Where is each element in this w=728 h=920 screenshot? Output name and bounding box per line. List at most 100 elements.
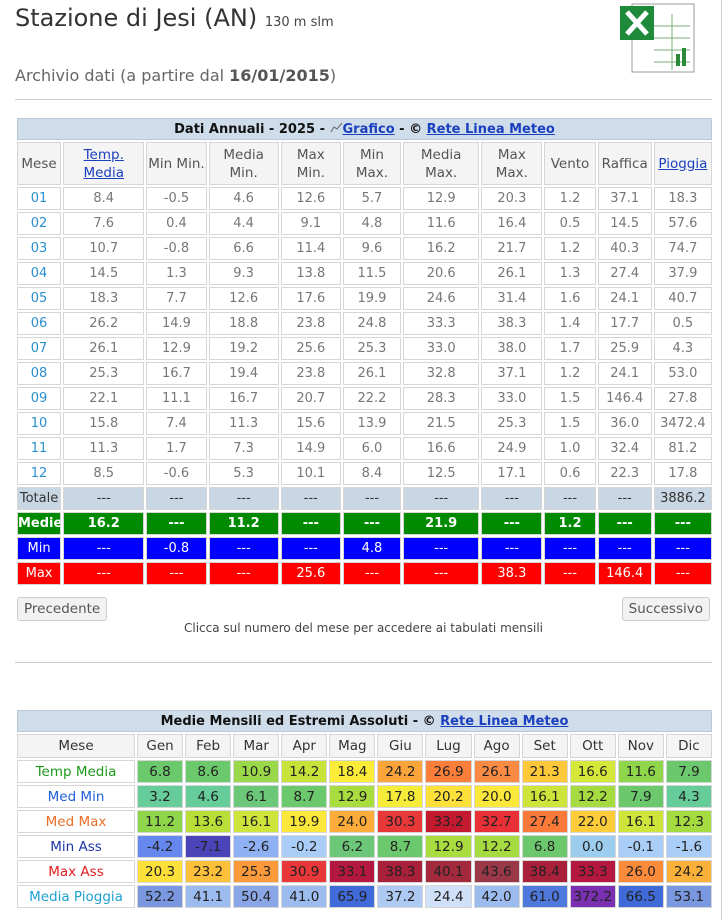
month-link[interactable]: 08 bbox=[17, 362, 62, 385]
month-link[interactable]: 02 bbox=[17, 212, 62, 235]
excel-icon[interactable] bbox=[618, 0, 698, 76]
column-header: Ott bbox=[569, 734, 616, 758]
cell: 38.3 bbox=[377, 860, 424, 883]
column-header-link[interactable]: Pioggia bbox=[658, 155, 708, 172]
cell: 24.1 bbox=[597, 362, 652, 385]
cell: 20.6 bbox=[403, 262, 480, 285]
header-row: Mese Temp. Media Min Min. Media Min. Max Min… bbox=[17, 142, 712, 185]
column-header: Gen bbox=[137, 734, 184, 758]
column-header: Giu bbox=[377, 734, 424, 758]
cell: 24.9 bbox=[481, 437, 543, 460]
month-link[interactable]: 04 bbox=[17, 262, 62, 285]
cell: --- bbox=[653, 537, 712, 560]
month-link[interactable]: 01 bbox=[17, 187, 62, 210]
month-link[interactable]: 07 bbox=[17, 337, 62, 360]
cell: 9.6 bbox=[342, 237, 402, 260]
month-link[interactable]: 09 bbox=[17, 387, 62, 410]
cell: --- bbox=[544, 487, 596, 510]
cell: -0.1 bbox=[617, 835, 664, 858]
month-row: 03 10.7 -0.8 6.6 11.4 9.6 16.2 21.7 1.2 40.3 74.7 bbox=[17, 237, 712, 260]
cell: 65.9 bbox=[329, 885, 376, 908]
cell: 1.3 bbox=[544, 262, 596, 285]
cell: 1.3 bbox=[146, 262, 207, 285]
month-link[interactable]: 06 bbox=[17, 312, 62, 335]
summary-row: Min --- -0.8 --- --- 4.8 --- --- --- --- --- bbox=[17, 537, 712, 560]
cell: 0.5 bbox=[544, 212, 596, 235]
column-header: Lug bbox=[425, 734, 472, 758]
row-label: Min Ass bbox=[17, 835, 135, 858]
column-header: Max Min. bbox=[280, 142, 341, 185]
cell: 1.6 bbox=[544, 287, 596, 310]
column-header: Media Min. bbox=[208, 142, 279, 185]
cell: 43.6 bbox=[473, 860, 520, 883]
cell: 1.2 bbox=[544, 187, 596, 210]
chart-link[interactable]: Grafico bbox=[342, 121, 395, 137]
cell: 33.0 bbox=[403, 337, 480, 360]
previous-button[interactable]: Precedente bbox=[17, 597, 108, 621]
cell: 38.3 bbox=[481, 562, 543, 585]
cell: 1.5 bbox=[544, 412, 596, 435]
cell: 74.7 bbox=[653, 237, 712, 260]
cell: 22.2 bbox=[342, 387, 402, 410]
cell: 6.0 bbox=[342, 437, 402, 460]
cell: 38.0 bbox=[481, 337, 543, 360]
cell: --- bbox=[653, 562, 712, 585]
cell: 7.3 bbox=[208, 437, 279, 460]
x-mark bbox=[625, 10, 649, 36]
month-link[interactable]: 12 bbox=[17, 462, 62, 485]
cell: --- bbox=[342, 487, 402, 510]
cell: --- bbox=[597, 487, 652, 510]
month-link[interactable]: 03 bbox=[17, 237, 62, 260]
source-link[interactable]: Rete Linea Meteo bbox=[440, 713, 569, 729]
cell: 9.3 bbox=[208, 262, 279, 285]
cell: 0.0 bbox=[569, 835, 616, 858]
archive-date: 16/01/2015 bbox=[229, 66, 330, 85]
column-header: Feb bbox=[185, 734, 232, 758]
month-row: 06 26.2 14.9 18.8 23.8 24.8 33.3 38.3 1.4 17.7 0.5 bbox=[17, 312, 712, 335]
cell: 17.6 bbox=[280, 287, 341, 310]
cell: -4.2 bbox=[137, 835, 184, 858]
cell: 19.9 bbox=[342, 287, 402, 310]
cell: 3886.2 bbox=[653, 487, 712, 510]
cell: 16.2 bbox=[403, 237, 480, 260]
cell: 24.1 bbox=[597, 287, 652, 310]
column-header: Min Max. bbox=[342, 142, 402, 185]
cell: 11.2 bbox=[208, 512, 279, 535]
cell: 33.0 bbox=[481, 387, 543, 410]
note: Clicca sul numero del mese per accedere … bbox=[184, 621, 543, 635]
cell: 8.4 bbox=[342, 462, 402, 485]
month-link[interactable]: 05 bbox=[17, 287, 62, 310]
cell: 17.1 bbox=[481, 462, 543, 485]
cell: 7.9 bbox=[617, 785, 664, 808]
cell: 25.3 bbox=[342, 337, 402, 360]
cell: --- bbox=[146, 512, 207, 535]
annual-table: Dati Annuali - 2025 - Grafico - © Rete L… bbox=[15, 116, 714, 587]
cell: 15.6 bbox=[280, 412, 341, 435]
cell: 41.1 bbox=[185, 885, 232, 908]
cell: 1.2 bbox=[544, 362, 596, 385]
cell: 12.9 bbox=[425, 835, 472, 858]
cell: 25.3 bbox=[233, 860, 280, 883]
cell: --- bbox=[403, 537, 480, 560]
cell: --- bbox=[146, 487, 207, 510]
cell: 33.2 bbox=[425, 810, 472, 833]
cell: 17.8 bbox=[653, 462, 712, 485]
month-row: 11 11.3 1.7 7.3 14.9 6.0 16.6 24.9 1.0 32.4 81.2 bbox=[17, 437, 712, 460]
cell: 12.9 bbox=[146, 337, 207, 360]
cell: 32.7 bbox=[473, 810, 520, 833]
cell: 1.7 bbox=[544, 337, 596, 360]
month-link[interactable]: 11 bbox=[17, 437, 62, 460]
next-button[interactable]: Successivo bbox=[621, 597, 710, 621]
column-header-link[interactable]: Temp. Media bbox=[83, 146, 125, 181]
cell: -0.6 bbox=[146, 462, 207, 485]
source-link[interactable]: Rete Linea Meteo bbox=[426, 121, 555, 137]
column-header: Max Max. bbox=[481, 142, 543, 185]
month-link[interactable]: 10 bbox=[17, 412, 62, 435]
cell: 1.2 bbox=[544, 237, 596, 260]
cell: 3.2 bbox=[137, 785, 184, 808]
cell: 6.8 bbox=[137, 760, 184, 783]
title: Stazione di Jesi (AN) bbox=[15, 4, 258, 32]
cell: 11.3 bbox=[63, 437, 145, 460]
cell: 6.2 bbox=[329, 835, 376, 858]
cell: 13.8 bbox=[280, 262, 341, 285]
